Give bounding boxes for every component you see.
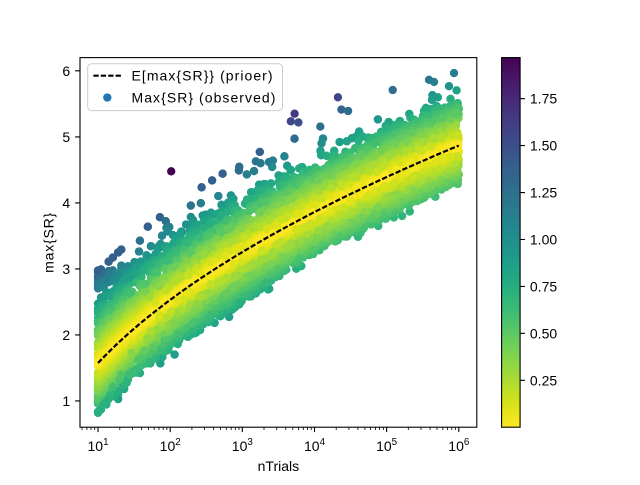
svg-text:3: 3 <box>62 261 70 277</box>
svg-text:5: 5 <box>62 129 70 145</box>
svg-text:max{SR}: max{SR} <box>41 212 57 273</box>
svg-text:1.50: 1.50 <box>530 138 557 154</box>
svg-text:1.25: 1.25 <box>530 185 557 201</box>
svg-text:E[max{SR}} (prioer): E[max{SR}} (prioer) <box>132 68 274 84</box>
svg-text:0.25: 0.25 <box>530 372 557 388</box>
svg-text:4: 4 <box>62 195 70 211</box>
svg-text:Max{SR} (observed): Max{SR} (observed) <box>132 89 277 105</box>
svg-text:1.00: 1.00 <box>530 232 557 248</box>
svg-text:0.75: 0.75 <box>530 278 557 294</box>
svg-text:6: 6 <box>62 63 70 79</box>
svg-text:1.75: 1.75 <box>530 91 557 107</box>
svg-text:0.50: 0.50 <box>530 325 557 341</box>
svg-text:2: 2 <box>62 327 70 343</box>
svg-text:1: 1 <box>62 393 70 409</box>
svg-text:nTrials: nTrials <box>258 458 300 474</box>
